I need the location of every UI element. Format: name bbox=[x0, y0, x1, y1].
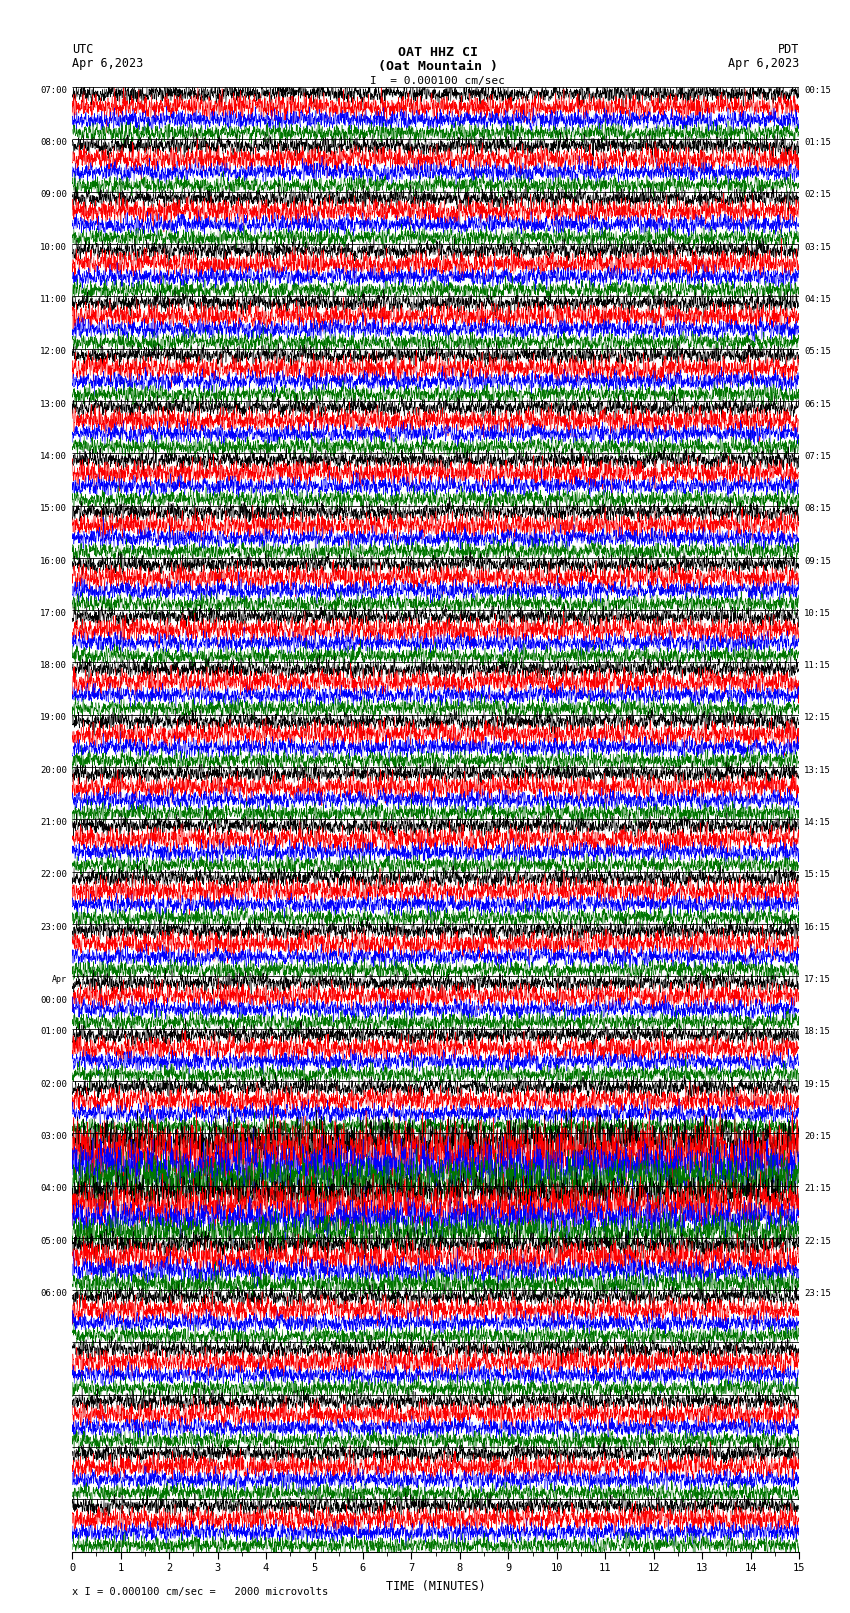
Text: 05:00: 05:00 bbox=[40, 1237, 67, 1245]
Text: OAT HHZ CI: OAT HHZ CI bbox=[398, 45, 478, 58]
Text: UTC: UTC bbox=[72, 42, 94, 56]
Text: 10:00: 10:00 bbox=[40, 242, 67, 252]
Text: 14:00: 14:00 bbox=[40, 452, 67, 461]
Text: 06:15: 06:15 bbox=[804, 400, 831, 408]
Text: 17:15: 17:15 bbox=[804, 974, 831, 984]
Text: 22:00: 22:00 bbox=[40, 871, 67, 879]
Text: 18:15: 18:15 bbox=[804, 1027, 831, 1036]
Text: 05:15: 05:15 bbox=[804, 347, 831, 356]
Text: 01:15: 01:15 bbox=[804, 139, 831, 147]
Text: 11:00: 11:00 bbox=[40, 295, 67, 303]
Text: 04:15: 04:15 bbox=[804, 295, 831, 303]
Text: 06:00: 06:00 bbox=[40, 1289, 67, 1298]
Text: 21:15: 21:15 bbox=[804, 1184, 831, 1194]
Text: 15:00: 15:00 bbox=[40, 505, 67, 513]
Text: 09:15: 09:15 bbox=[804, 556, 831, 566]
Text: 12:15: 12:15 bbox=[804, 713, 831, 723]
Text: 19:00: 19:00 bbox=[40, 713, 67, 723]
Text: 21:00: 21:00 bbox=[40, 818, 67, 827]
Text: 22:15: 22:15 bbox=[804, 1237, 831, 1245]
Text: I  = 0.000100 cm/sec: I = 0.000100 cm/sec bbox=[371, 76, 505, 85]
Text: 07:15: 07:15 bbox=[804, 452, 831, 461]
Text: 09:00: 09:00 bbox=[40, 190, 67, 200]
Text: 07:00: 07:00 bbox=[40, 85, 67, 95]
Text: 16:00: 16:00 bbox=[40, 556, 67, 566]
Text: 17:00: 17:00 bbox=[40, 608, 67, 618]
Text: Apr 6,2023: Apr 6,2023 bbox=[728, 56, 799, 71]
Text: 15:15: 15:15 bbox=[804, 871, 831, 879]
Text: 08:15: 08:15 bbox=[804, 505, 831, 513]
Text: Apr 6,2023: Apr 6,2023 bbox=[72, 56, 144, 71]
Text: Apr: Apr bbox=[52, 974, 67, 984]
Text: 16:15: 16:15 bbox=[804, 923, 831, 932]
Text: (Oat Mountain ): (Oat Mountain ) bbox=[377, 60, 498, 73]
Text: 13:00: 13:00 bbox=[40, 400, 67, 408]
Text: 20:00: 20:00 bbox=[40, 766, 67, 774]
Text: PDT: PDT bbox=[778, 42, 799, 56]
Text: 23:00: 23:00 bbox=[40, 923, 67, 932]
Text: 01:00: 01:00 bbox=[40, 1027, 67, 1036]
Text: 03:00: 03:00 bbox=[40, 1132, 67, 1140]
Text: 03:15: 03:15 bbox=[804, 242, 831, 252]
X-axis label: TIME (MINUTES): TIME (MINUTES) bbox=[386, 1579, 485, 1592]
Text: 13:15: 13:15 bbox=[804, 766, 831, 774]
Text: 00:00: 00:00 bbox=[40, 995, 67, 1005]
Text: 19:15: 19:15 bbox=[804, 1079, 831, 1089]
Text: 12:00: 12:00 bbox=[40, 347, 67, 356]
Text: x I = 0.000100 cm/sec =   2000 microvolts: x I = 0.000100 cm/sec = 2000 microvolts bbox=[72, 1587, 328, 1597]
Text: 00:15: 00:15 bbox=[804, 85, 831, 95]
Text: 08:00: 08:00 bbox=[40, 139, 67, 147]
Text: 18:00: 18:00 bbox=[40, 661, 67, 669]
Text: 23:15: 23:15 bbox=[804, 1289, 831, 1298]
Text: 02:00: 02:00 bbox=[40, 1079, 67, 1089]
Text: 02:15: 02:15 bbox=[804, 190, 831, 200]
Text: 14:15: 14:15 bbox=[804, 818, 831, 827]
Text: 20:15: 20:15 bbox=[804, 1132, 831, 1140]
Text: 04:00: 04:00 bbox=[40, 1184, 67, 1194]
Text: 10:15: 10:15 bbox=[804, 608, 831, 618]
Text: 11:15: 11:15 bbox=[804, 661, 831, 669]
